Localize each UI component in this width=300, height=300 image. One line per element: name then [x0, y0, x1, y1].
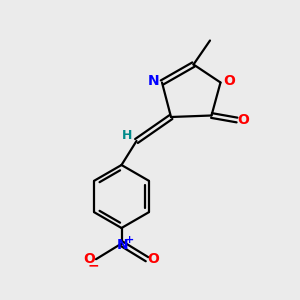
Text: +: +: [124, 235, 134, 245]
Text: H: H: [122, 129, 133, 142]
Text: N: N: [117, 238, 128, 252]
Text: O: O: [148, 252, 160, 266]
Text: −: −: [87, 259, 99, 273]
Text: O: O: [83, 252, 95, 266]
Text: O: O: [223, 74, 235, 88]
Text: O: O: [238, 113, 250, 127]
Text: N: N: [148, 74, 159, 88]
